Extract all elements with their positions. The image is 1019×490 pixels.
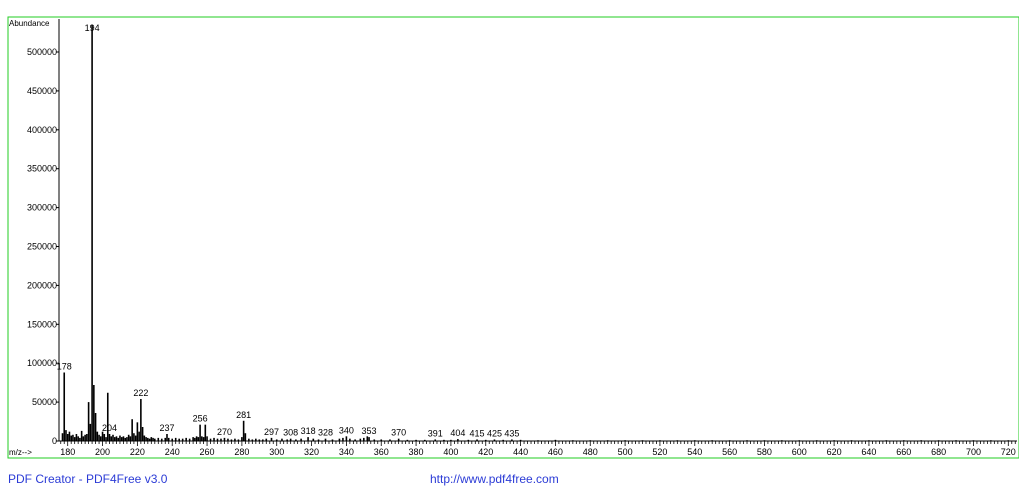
y-tick-label: 300000 (27, 203, 57, 213)
x-tick-label: 340 (339, 447, 354, 457)
peak-label: 353 (362, 426, 377, 436)
peak-label: 178 (57, 362, 72, 372)
peak-label: 270 (217, 427, 232, 437)
x-tick-label: 240 (165, 447, 180, 457)
peak-label: 370 (391, 428, 406, 438)
x-tick-label: 300 (269, 447, 284, 457)
x-tick-label: 720 (1001, 447, 1016, 457)
peak-label: 328 (318, 428, 333, 438)
x-tick-label: 440 (513, 447, 528, 457)
peak-label: 256 (193, 414, 208, 424)
peak-label: 340 (339, 425, 354, 435)
spectrum-bars (61, 24, 1010, 441)
y-axis: 0 50000 100000 150000 200000 250000 300000 3500… (27, 19, 60, 446)
x-tick-label: 600 (792, 447, 807, 457)
y-tick-label: 100000 (27, 358, 57, 368)
footer-url-link[interactable]: http://www.pdf4free.com (430, 472, 559, 486)
peak-label: 222 (133, 388, 148, 398)
y-tick-label: 400000 (27, 125, 57, 135)
peak-label: 415 (470, 428, 485, 438)
peak-label: 404 (450, 428, 465, 438)
x-tick-label: 320 (304, 447, 319, 457)
plot-frame (7, 16, 1019, 459)
footer-creator-text: PDF Creator - PDF4Free v3.0 (8, 472, 168, 486)
x-tick-label: 500 (618, 447, 633, 457)
peak-label: 204 (102, 423, 117, 433)
y-tick-label: 200000 (27, 280, 57, 290)
x-axis-label: m/z--> (9, 448, 32, 457)
peak-label: 281 (236, 410, 251, 420)
peak-label: 318 (301, 426, 316, 436)
x-tick-label: 380 (409, 447, 424, 457)
y-tick-label: 150000 (27, 319, 57, 329)
peak-label: 308 (283, 428, 298, 438)
peak-labels: 178 194 204 222 237 256 270 281 297 308 318 328 340 3… (57, 23, 520, 438)
x-tick-label: 580 (757, 447, 772, 457)
x-tick-label: 180 (60, 447, 75, 457)
y-tick-label: 350000 (27, 164, 57, 174)
mass-spectrum-chart: Abundance m/z--> 0 50000 100000 150000 20000… (7, 16, 1019, 459)
peak-label: 194 (85, 23, 100, 33)
x-tick-label: 540 (687, 447, 702, 457)
x-tick-label: 460 (548, 447, 563, 457)
x-tick-label: 680 (931, 447, 946, 457)
x-tick-label: 420 (478, 447, 493, 457)
y-tick-label: 0 (52, 436, 57, 446)
x-tick-label: 640 (861, 447, 876, 457)
x-tick-label: 660 (896, 447, 911, 457)
y-axis-label: Abundance (9, 19, 50, 28)
x-tick-label: 280 (234, 447, 249, 457)
x-tick-label: 480 (583, 447, 598, 457)
peak-label: 391 (428, 428, 443, 438)
peak-label: 237 (159, 423, 174, 433)
x-tick-label: 620 (827, 447, 842, 457)
peak-label: 435 (504, 428, 519, 438)
x-tick-label: 400 (443, 447, 458, 457)
x-tick-label: 260 (200, 447, 215, 457)
y-tick-label: 500000 (27, 47, 57, 57)
x-tick-label: 200 (95, 447, 110, 457)
y-tick-label: 50000 (32, 397, 57, 407)
x-axis: 180 200 220 240 260 280 300 320 340 360 380 400 420 4… (59, 440, 1017, 457)
x-tick-label: 220 (130, 447, 145, 457)
x-tick-label: 560 (722, 447, 737, 457)
x-tick-label: 520 (652, 447, 667, 457)
peak-label: 425 (487, 428, 502, 438)
x-tick-label: 700 (966, 447, 981, 457)
x-tick-label: 360 (374, 447, 389, 457)
peak-label: 297 (264, 427, 279, 437)
y-tick-label: 450000 (27, 86, 57, 96)
y-tick-label: 250000 (27, 242, 57, 252)
